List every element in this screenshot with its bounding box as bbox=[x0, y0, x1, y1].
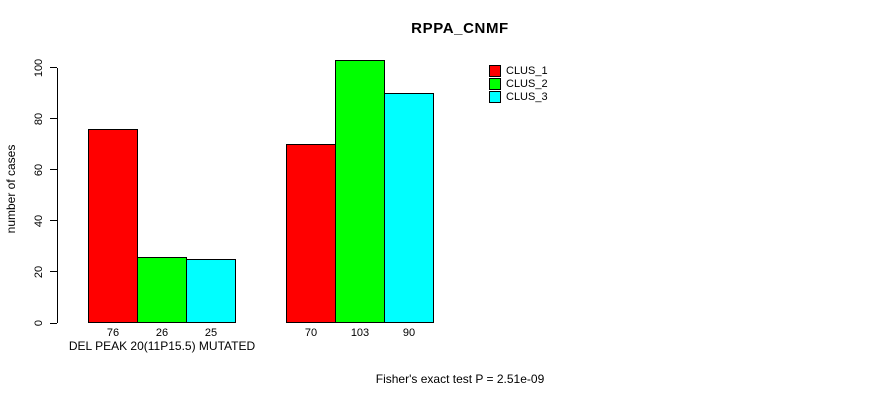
bar-value-label: 76 bbox=[106, 327, 120, 339]
y-axis-tick-label: 60 bbox=[33, 163, 45, 176]
legend-swatch-icon bbox=[489, 77, 501, 90]
bar-clus_2-group-1 bbox=[137, 256, 187, 323]
legend-swatch-icon bbox=[489, 64, 501, 77]
legend-label: CLUS_2 bbox=[506, 77, 548, 90]
bar-value-label: 103 bbox=[350, 327, 370, 339]
y-axis-line bbox=[57, 67, 58, 323]
legend-row-clus_3: CLUS_3 bbox=[489, 90, 548, 103]
group-1-axis-label: DEL PEAK 20(11P15.5) MUTATED bbox=[68, 339, 256, 353]
y-axis-tick-label: 20 bbox=[33, 265, 45, 279]
y-axis-tick-label: 0 bbox=[33, 319, 45, 327]
bar-clus_3-group-1 bbox=[186, 259, 236, 323]
legend-swatch-icon bbox=[489, 90, 501, 103]
bar-value-label: 90 bbox=[402, 327, 416, 339]
y-axis-tick bbox=[50, 118, 57, 120]
y-axis-tick bbox=[50, 169, 57, 171]
y-axis-title: number of cases bbox=[4, 144, 18, 234]
bar-value-label: 26 bbox=[155, 327, 169, 339]
y-axis-tick-label: 40 bbox=[33, 214, 45, 227]
chart-title: RPPA_CNMF bbox=[411, 20, 509, 37]
y-axis-tick-label: 100 bbox=[33, 58, 45, 77]
y-axis-tick bbox=[50, 322, 57, 324]
legend-label: CLUS_1 bbox=[506, 64, 548, 77]
bar-clus_1-group-1 bbox=[88, 128, 138, 323]
bar-clus_1-group-2 bbox=[286, 144, 336, 323]
y-axis-tick-label: 80 bbox=[33, 112, 45, 125]
legend-label: CLUS_3 bbox=[506, 90, 548, 103]
bar-value-label: 25 bbox=[204, 327, 218, 339]
legend-row-clus_2: CLUS_2 bbox=[489, 77, 548, 90]
legend: CLUS_1 CLUS_2 CLUS_3 bbox=[489, 64, 548, 103]
y-axis-tick bbox=[50, 220, 57, 222]
bar-clus_2-group-2 bbox=[335, 59, 385, 323]
y-axis-tick bbox=[50, 67, 57, 68]
legend-row-clus_1: CLUS_1 bbox=[489, 64, 548, 77]
fisher-test-annotation: Fisher's exact test P = 2.51e-09 bbox=[375, 372, 545, 386]
y-axis-tick bbox=[50, 271, 57, 273]
bar-value-label: 70 bbox=[304, 327, 318, 339]
bar-clus_3-group-2 bbox=[384, 93, 434, 323]
